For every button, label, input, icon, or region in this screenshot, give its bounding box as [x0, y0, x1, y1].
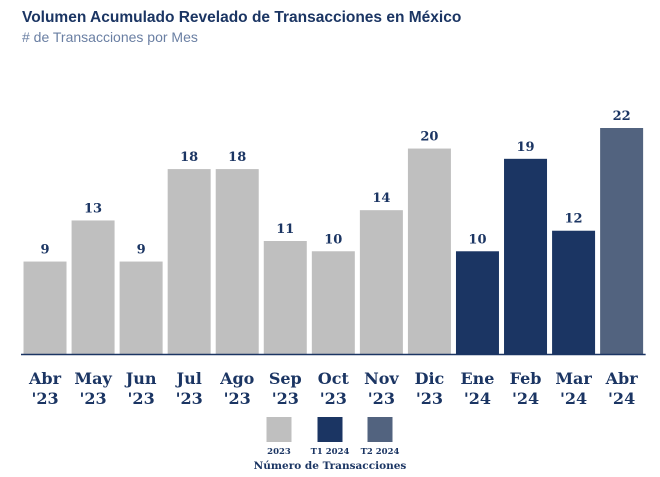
- bar: [119, 261, 163, 354]
- x-tick-label-month: Jun: [124, 369, 157, 388]
- x-tick-label-year: '23: [368, 389, 395, 408]
- x-tick-label-year: '23: [79, 389, 106, 408]
- x-tick-label-month: Feb: [510, 369, 542, 388]
- x-tick-label-year: '23: [128, 389, 155, 408]
- x-tick-label-month: Abr: [605, 369, 639, 388]
- bar: [23, 261, 67, 354]
- data-label: 20: [420, 130, 438, 145]
- x-tick-label-month: Oct: [318, 369, 350, 388]
- bar: [407, 148, 451, 354]
- x-tick-label-year: '23: [416, 389, 443, 408]
- x-tick-label-year: '24: [608, 389, 635, 408]
- x-tick-label-month: Nov: [364, 369, 399, 388]
- x-tick-label-year: '24: [512, 389, 539, 408]
- x-tick-label-year: '23: [320, 389, 347, 408]
- x-tick-label-month: Dic: [415, 369, 445, 388]
- legend-swatch: [317, 417, 343, 442]
- data-label: 10: [324, 232, 342, 247]
- legend-swatch: [266, 417, 292, 442]
- x-tick-label-month: Ene: [460, 369, 494, 388]
- bar: [504, 158, 548, 354]
- x-tick-label-year: '23: [31, 389, 58, 408]
- data-label: 22: [613, 109, 631, 124]
- bar: [311, 251, 355, 354]
- bar: [71, 220, 115, 354]
- legend-swatch: [367, 417, 393, 442]
- data-label: 19: [516, 140, 534, 155]
- bar: [359, 210, 403, 354]
- bar: [455, 251, 499, 354]
- x-tick-label-year: '23: [272, 389, 299, 408]
- x-tick-label-year: '24: [560, 389, 587, 408]
- bar: [600, 128, 644, 354]
- bar: [167, 169, 211, 354]
- x-tick-label-month: May: [74, 369, 112, 388]
- x-tick-label-month: Mar: [555, 369, 592, 388]
- x-tick-label-year: '23: [176, 389, 203, 408]
- bar: [263, 241, 307, 354]
- chart-title: Volumen Acumulado Revelado de Transaccio…: [22, 9, 462, 26]
- bar: [552, 230, 596, 354]
- data-label: 10: [468, 232, 486, 247]
- legend-label: T2 2024: [361, 447, 400, 457]
- data-label: 11: [276, 222, 294, 237]
- data-label: 18: [228, 150, 246, 165]
- x-tick-label-month: Abr: [28, 369, 62, 388]
- data-label: 9: [137, 243, 146, 258]
- x-tick-label-month: Jul: [175, 369, 202, 388]
- data-label: 12: [565, 212, 583, 227]
- legend-title: Número de Transacciones: [253, 460, 407, 472]
- bar: [215, 169, 259, 354]
- legend-label: 2023: [267, 447, 291, 457]
- data-label: 9: [41, 243, 50, 258]
- x-tick-label-month: Ago: [219, 369, 255, 388]
- chart-subtitle: # de Transacciones por Mes: [22, 29, 198, 45]
- x-tick-label-year: '23: [224, 389, 251, 408]
- data-label: 18: [180, 150, 198, 165]
- data-label: 13: [84, 201, 102, 216]
- data-label: 14: [372, 191, 390, 206]
- legend-label: T1 2024: [311, 447, 350, 457]
- x-tick-label-month: Sep: [269, 369, 302, 388]
- x-tick-label-year: '24: [464, 389, 491, 408]
